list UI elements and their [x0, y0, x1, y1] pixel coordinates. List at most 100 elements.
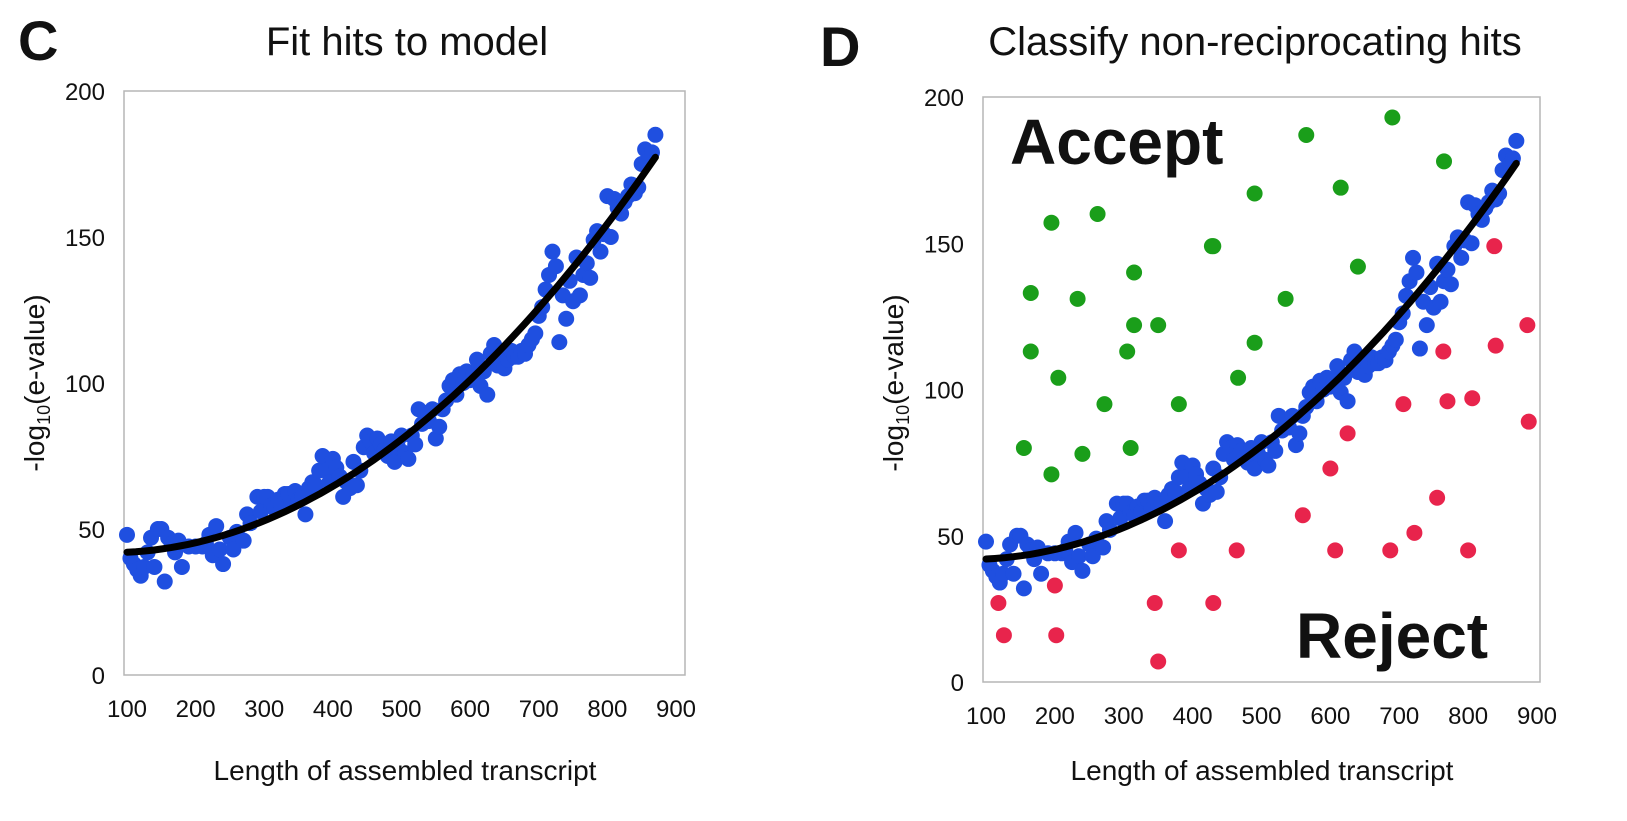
blue-data-point	[235, 532, 252, 549]
x-tick-label: 400	[313, 696, 353, 723]
x-tick-label: 100	[107, 696, 147, 723]
y-tick-label: 100	[924, 378, 964, 405]
blue-data-point	[1208, 483, 1225, 500]
red-data-point	[1435, 343, 1452, 360]
y-tick-label: 50	[937, 524, 964, 551]
blue-data-point	[1005, 565, 1022, 582]
panel-c-y-ticks: 0 50 100 150 200	[65, 79, 105, 690]
accept-label: Accept	[1010, 106, 1223, 178]
x-tick-label: 300	[1104, 703, 1144, 730]
x-tick-label: 200	[176, 696, 216, 723]
red-data-point	[1150, 653, 1167, 670]
panel-c-y-axis-title: -log10(e-value)	[19, 294, 54, 471]
blue-data-point	[1453, 249, 1470, 266]
panel-d-points	[978, 109, 1537, 670]
blue-data-point	[1074, 562, 1091, 579]
red-data-point	[1170, 542, 1187, 559]
x-tick-label: 300	[244, 696, 284, 723]
panel-c: C Fit hits to model 0 50 100 150 200 100 200 3…	[18, 9, 696, 786]
blue-data-point	[211, 541, 228, 558]
x-tick-label: 500	[1241, 703, 1281, 730]
blue-data-point	[1157, 513, 1174, 530]
x-tick-label: 500	[381, 696, 421, 723]
blue-data-point	[527, 325, 544, 342]
blue-data-point	[592, 243, 609, 260]
blue-data-point	[119, 526, 135, 543]
green-data-point	[1436, 153, 1453, 170]
red-data-point	[995, 627, 1012, 644]
blue-data-point	[602, 229, 619, 245]
green-data-point	[1089, 206, 1106, 222]
x-tick-label: 700	[519, 696, 559, 723]
green-data-point	[1122, 440, 1139, 456]
blue-data-point	[1329, 358, 1346, 375]
blue-data-point	[1260, 457, 1277, 474]
blue-data-point	[1267, 442, 1284, 459]
blue-data-point	[547, 258, 564, 275]
panel-c-title: Fit hits to model	[266, 20, 548, 64]
panel-d-y-ticks: 0 50 100 150 200	[924, 85, 964, 697]
red-data-point	[1382, 542, 1399, 559]
y-tick-label: 100	[65, 371, 105, 398]
blue-data-point	[431, 418, 448, 435]
blue-data-point	[407, 436, 424, 453]
blue-data-point	[1070, 548, 1087, 565]
green-data-point	[1126, 264, 1143, 281]
panel-c-x-axis-title: Length of assembled transcript	[214, 755, 597, 786]
panel-d-title: Classify non-reciprocating hits	[988, 20, 1522, 64]
x-tick-label: 600	[1310, 703, 1350, 730]
green-data-point	[1230, 369, 1247, 386]
blue-data-point	[1442, 276, 1459, 293]
blue-data-point	[297, 506, 314, 523]
blue-data-point	[1405, 249, 1422, 266]
y-tick-label: 50	[78, 517, 105, 544]
x-tick-label: 900	[656, 696, 696, 723]
green-data-point	[1022, 284, 1039, 301]
green-data-point	[1170, 396, 1187, 413]
green-data-point	[1119, 343, 1136, 360]
x-tick-label: 400	[1173, 703, 1213, 730]
blue-data-point	[156, 573, 173, 590]
green-data-point	[1246, 334, 1263, 351]
x-tick-label: 600	[450, 696, 490, 723]
blue-data-point	[1432, 293, 1449, 310]
y-tick-label: 200	[924, 85, 964, 112]
blue-data-point	[400, 450, 417, 467]
blue-data-point	[647, 126, 664, 143]
red-data-point	[1339, 425, 1356, 442]
red-data-point	[1464, 390, 1481, 407]
green-data-point	[1150, 317, 1167, 334]
blue-data-point	[173, 558, 190, 575]
blue-data-point	[1408, 264, 1425, 281]
blue-data-point	[582, 269, 599, 286]
reject-label: Reject	[1296, 600, 1488, 672]
blue-data-point	[208, 518, 225, 535]
blue-data-point	[1463, 235, 1480, 252]
y-tick-label: 150	[65, 225, 105, 252]
panel-d-y-axis-title: -log10(e-value)	[878, 294, 913, 471]
panel-d-fit-curve	[982, 159, 1520, 563]
red-data-point	[1429, 489, 1446, 506]
panel-d-letter: D	[820, 15, 860, 78]
blue-data-point	[479, 386, 496, 403]
red-data-point	[1486, 238, 1503, 255]
red-data-point	[1294, 507, 1311, 524]
blue-data-point	[1508, 132, 1525, 149]
blue-data-point	[1033, 565, 1050, 582]
y-tick-label: 0	[951, 670, 964, 697]
green-data-point	[1126, 317, 1143, 334]
red-data-point	[1439, 393, 1456, 410]
blue-data-point	[307, 477, 324, 494]
x-tick-label: 800	[587, 696, 627, 723]
blue-data-point	[1418, 317, 1435, 334]
panel-d-plot-frame	[982, 96, 1541, 683]
blue-data-point	[1015, 580, 1032, 597]
red-data-point	[990, 595, 1007, 612]
green-data-point	[1015, 440, 1032, 456]
panel-d-x-ticks: 100 200 300 400 500 600 700 800 900	[966, 703, 1557, 730]
green-data-point	[1277, 290, 1294, 307]
red-data-point	[1520, 413, 1537, 430]
red-data-point	[1395, 396, 1412, 413]
green-data-point	[1043, 466, 1060, 483]
blue-data-point	[1339, 393, 1356, 410]
